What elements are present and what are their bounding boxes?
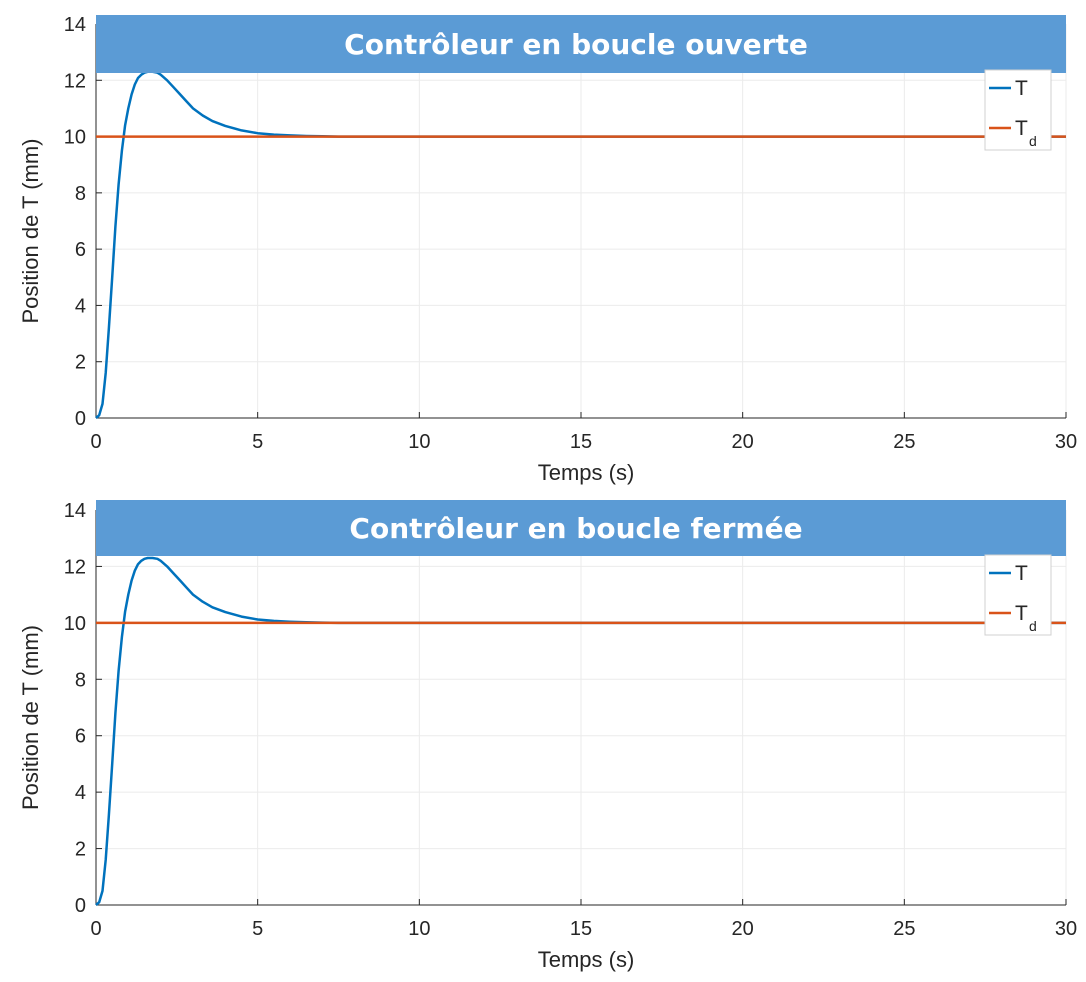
y-tick-label: 8 xyxy=(75,669,86,691)
legend-label: T xyxy=(1015,602,1028,625)
y-tick-label: 12 xyxy=(64,556,86,578)
legend: TTd xyxy=(984,554,1052,636)
x-tick-label: 0 xyxy=(90,431,101,453)
x-tick-label: 10 xyxy=(408,918,430,940)
x-tick-label: 15 xyxy=(570,918,592,940)
x-tick-label: 20 xyxy=(732,431,754,453)
legend-label-subscript: d xyxy=(1029,133,1037,149)
chart-panel-1: 0 5 10 15 20 25 30 0 2 4 6 8 10 12 14 Temps (s) Position… xyxy=(18,14,1077,485)
x-tick-label: 0 xyxy=(90,918,101,940)
title-banner xyxy=(96,500,1066,556)
x-tick-label: 10 xyxy=(408,431,430,453)
y-tick-label: 8 xyxy=(75,183,86,205)
y-tick-label: 10 xyxy=(64,613,86,635)
chart-title: Contrôleur en boucle fermée xyxy=(349,512,802,545)
x-tick-label: 5 xyxy=(252,431,263,453)
y-tick-label: 4 xyxy=(75,295,86,317)
y-tick-label: 2 xyxy=(75,352,86,374)
legend-label: T xyxy=(1015,77,1028,100)
y-tick-label: 0 xyxy=(75,895,86,917)
x-axis-label: Temps (s) xyxy=(538,947,635,972)
legend: TTd xyxy=(984,69,1052,151)
y-tick-label: 2 xyxy=(75,839,86,861)
chart-panel-2: 0 5 10 15 20 25 30 0 2 4 6 8 10 12 14 Temps (s) Position… xyxy=(18,500,1077,972)
y-tick-label: 14 xyxy=(64,14,86,36)
y-tick-label: 6 xyxy=(75,239,86,261)
legend-label: T xyxy=(1015,117,1028,140)
x-tick-label: 20 xyxy=(732,918,754,940)
x-tick-label: 5 xyxy=(252,918,263,940)
y-axis-label: Position de T (mm) xyxy=(18,625,43,810)
y-tick-label: 10 xyxy=(64,127,86,149)
y-tick-label: 4 xyxy=(75,782,86,804)
legend-label-subscript: d xyxy=(1029,618,1037,634)
x-tick-label: 15 xyxy=(570,431,592,453)
y-tick-label: 0 xyxy=(75,408,86,430)
x-tick-label: 30 xyxy=(1055,918,1077,940)
legend-label: T xyxy=(1015,562,1028,585)
y-tick-label: 6 xyxy=(75,726,86,748)
y-tick-label: 12 xyxy=(64,70,86,92)
x-tick-label: 30 xyxy=(1055,431,1077,453)
y-axis-label: Position de T (mm) xyxy=(18,138,43,323)
x-tick-label: 25 xyxy=(893,431,915,453)
title-banner xyxy=(96,15,1066,73)
legend-box xyxy=(984,69,1052,151)
y-tick-label: 14 xyxy=(64,500,86,522)
chart-title: Contrôleur en boucle ouverte xyxy=(344,28,808,61)
x-axis-label: Temps (s) xyxy=(538,460,635,485)
legend-box xyxy=(984,554,1052,636)
x-tick-label: 25 xyxy=(893,918,915,940)
